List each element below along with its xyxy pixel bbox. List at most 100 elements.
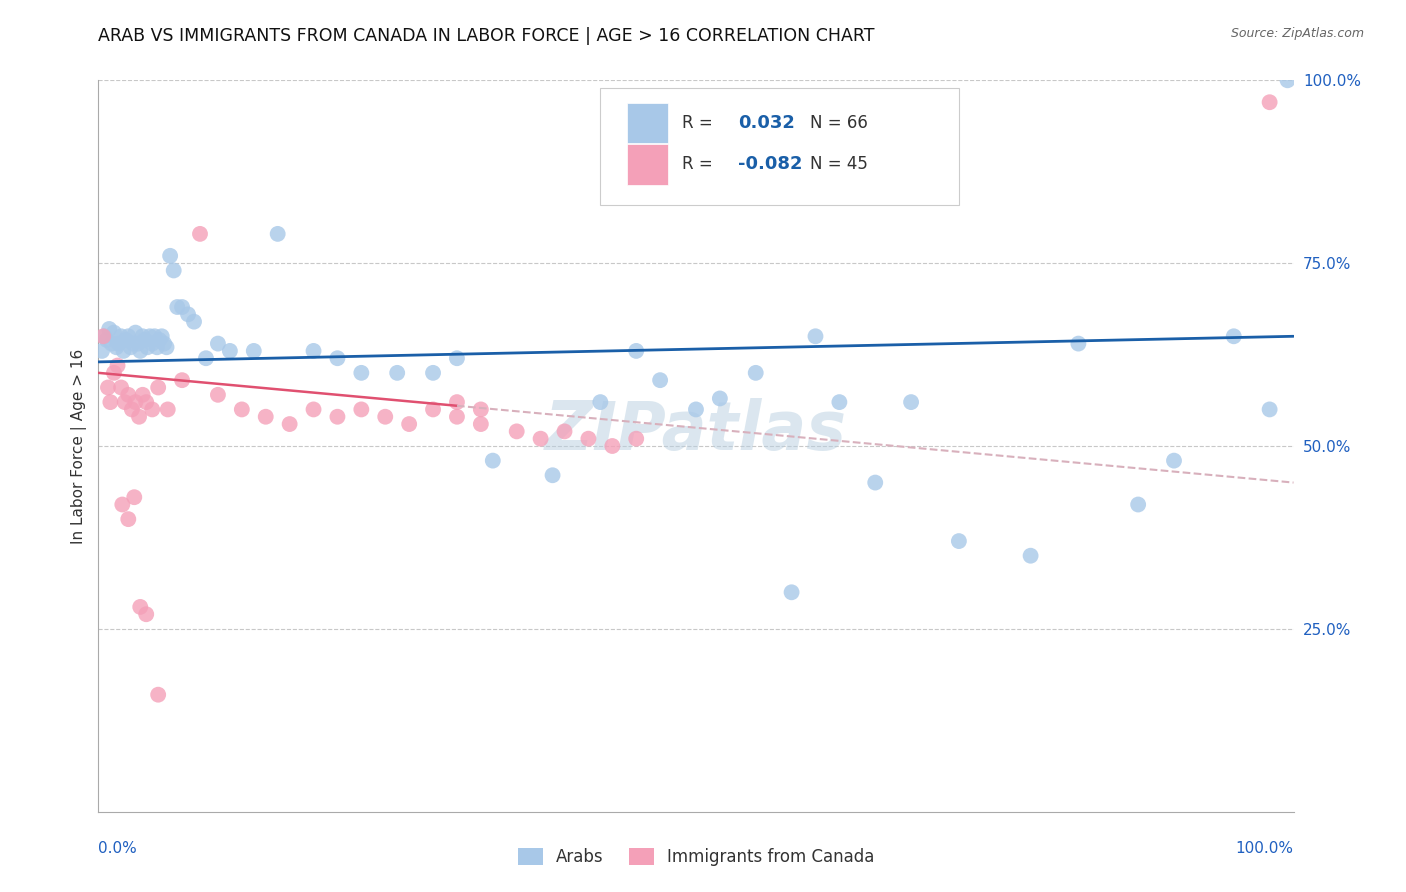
Point [96,333,118,347]
Point [136,340,159,354]
Point [207,336,229,351]
Point [105,340,128,354]
Point [254,409,277,424]
Y-axis label: In Labor Force | Age > 16: In Labor Force | Age > 16 [72,349,87,543]
Point [1128,498,1150,512]
Point [231,402,253,417]
Point [122,336,145,351]
Text: N = 66: N = 66 [810,113,868,132]
Point [111,498,134,512]
Point [326,409,349,424]
Point [93,329,115,343]
Point [243,343,266,358]
Point [398,417,420,431]
Point [139,329,162,343]
Text: R =: R = [682,155,717,173]
Point [124,395,146,409]
Point [153,336,176,351]
Point [114,395,136,409]
Point [648,373,672,387]
Point [117,388,139,402]
Point [554,425,576,439]
Point [302,402,325,417]
Text: 0.032: 0.032 [738,113,794,132]
Point [97,380,120,394]
Point [127,336,149,351]
Point [626,432,648,446]
Point [177,307,200,321]
Point [135,607,157,622]
Text: 0.0%: 0.0% [98,841,138,856]
Point [148,333,170,347]
Point [91,329,114,343]
Point [194,351,218,366]
Point [374,409,396,424]
Point [506,425,529,439]
Point [117,512,139,526]
Point [602,439,624,453]
Text: ZIPatlas: ZIPatlas [546,399,846,465]
Point [1277,73,1299,87]
Point [172,300,194,314]
Point [129,343,152,358]
Point [1019,549,1042,563]
Text: 100.0%: 100.0% [1236,841,1294,856]
Point [446,409,468,424]
Point [278,417,301,431]
Point [115,333,138,347]
Point [470,402,492,417]
Point [626,343,648,358]
Point [124,326,146,340]
Point [422,366,444,380]
Point [148,380,170,394]
Point [128,409,150,424]
Point [1163,453,1185,467]
Point [804,329,827,343]
Point [129,599,152,614]
Point [541,468,564,483]
Point [422,402,444,417]
Point [103,326,125,340]
Point [745,366,768,380]
Point [207,388,229,402]
Point [103,366,125,380]
Point [131,388,153,402]
Point [117,329,139,343]
Point [141,336,163,351]
FancyBboxPatch shape [627,103,668,143]
Point [107,336,129,351]
Point [120,340,142,354]
Point [1222,329,1246,343]
Point [150,329,173,343]
Point [685,402,707,417]
Point [828,395,851,409]
Point [183,315,205,329]
Point [143,329,166,343]
Legend: Arabs, Immigrants from Canada: Arabs, Immigrants from Canada [510,841,882,873]
Point [219,343,242,358]
Point [470,417,492,431]
Point [780,585,803,599]
Point [1067,336,1090,351]
Point [100,336,122,351]
Point [134,333,156,347]
Point [131,329,153,343]
Point [156,402,179,417]
Point [948,534,970,549]
Point [529,432,551,446]
Point [446,351,468,366]
Text: ARAB VS IMMIGRANTS FROM CANADA IN LABOR FORCE | AGE > 16 CORRELATION CHART: ARAB VS IMMIGRANTS FROM CANADA IN LABOR … [98,27,875,45]
Point [350,366,373,380]
Point [155,340,177,354]
Point [900,395,922,409]
Text: N = 45: N = 45 [810,155,868,173]
Point [110,329,132,343]
Text: -0.082: -0.082 [738,155,803,173]
Point [110,380,132,394]
Point [135,395,157,409]
FancyBboxPatch shape [600,87,959,204]
Point [121,402,143,417]
Point [172,373,194,387]
Point [163,263,186,277]
Point [112,343,135,358]
